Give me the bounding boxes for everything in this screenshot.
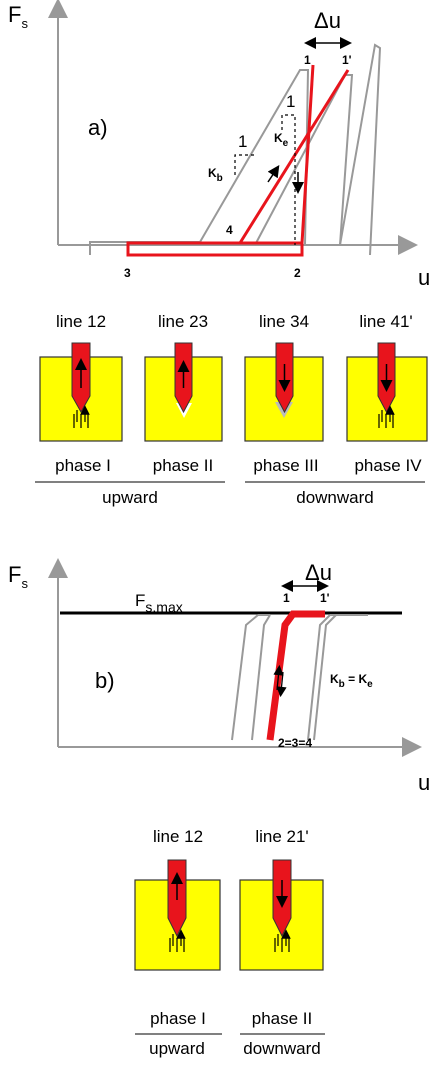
point-label: 2 (294, 266, 301, 280)
slope-triangle (234, 154, 255, 175)
point-label: 1 (283, 591, 290, 605)
line-label: line 12 (153, 827, 203, 846)
phase-label: phase III (253, 456, 318, 475)
line-label: line 41' (359, 312, 412, 331)
panel-label: b) (95, 668, 115, 693)
phase-label: phase I (55, 456, 111, 475)
panel-b-blocks: line 12 line 21' phase I phase II upward… (134, 827, 325, 1058)
y-axis-label: Fs (8, 2, 28, 31)
line-label: line 21' (255, 827, 308, 846)
gray-loop (89, 69, 310, 255)
reaction-arrows (73, 410, 88, 428)
point-label: 1' (320, 591, 330, 605)
x-axis-label: u (418, 770, 430, 795)
red-path (300, 64, 315, 244)
reaction-arrows (378, 410, 393, 428)
panel-a-blocks: line 12 line 23 line 34 line 41' phase I… (35, 312, 428, 507)
group-label: downward (243, 1039, 321, 1058)
phase-label: phase II (252, 1009, 313, 1028)
group-label: downward (296, 488, 374, 507)
max-force-label: Fs,max (135, 591, 183, 615)
point-label: 1 (304, 53, 311, 67)
direction-arrow (276, 671, 287, 698)
gray-loop (313, 614, 337, 741)
gray-loop (339, 43, 382, 256)
phase-label: phase IV (354, 456, 422, 475)
point-label: 4 (226, 223, 233, 237)
reaction-arrows (274, 934, 289, 952)
slope-label: Kb (208, 166, 223, 184)
slope-triangle (281, 114, 296, 245)
point-label: 2=3=4 (278, 736, 312, 750)
y-axis-label: Fs (8, 562, 28, 591)
slope-label: Ke (274, 131, 289, 149)
point-label: 1' (342, 53, 352, 67)
slope-run: 1 (238, 132, 247, 151)
slope-run: 1 (286, 92, 295, 111)
red-path (126, 241, 304, 257)
gray-loop (231, 614, 270, 741)
panel-label: a) (88, 115, 108, 140)
stiffness-label: Kb = Ke (330, 672, 373, 690)
line-label: line 23 (158, 312, 208, 331)
point-label: 3 (124, 266, 131, 280)
direction-arrow (267, 165, 280, 183)
panel-a: Fs u 1 Kb 1 Ke Δu 1 1' 4 3 2 a) (8, 0, 430, 290)
gray-loop (251, 614, 271, 741)
line-label: line 12 (56, 312, 106, 331)
phase-label: phase I (150, 1009, 206, 1028)
gray-loop (254, 74, 354, 246)
delta-label: Δu (314, 8, 341, 33)
group-label: upward (149, 1039, 205, 1058)
phase-label: phase II (153, 456, 214, 475)
delta-label: Δu (305, 560, 332, 585)
group-label: upward (102, 488, 158, 507)
red-path (238, 69, 350, 244)
gray-loop (307, 614, 368, 741)
line-label: line 34 (259, 312, 309, 331)
x-axis-label: u (418, 265, 430, 290)
panel-b: Fs u Fs,max Δu 1 1' 2=3=4 Kb = Ke b) (8, 558, 430, 795)
reaction-arrows (169, 934, 184, 952)
